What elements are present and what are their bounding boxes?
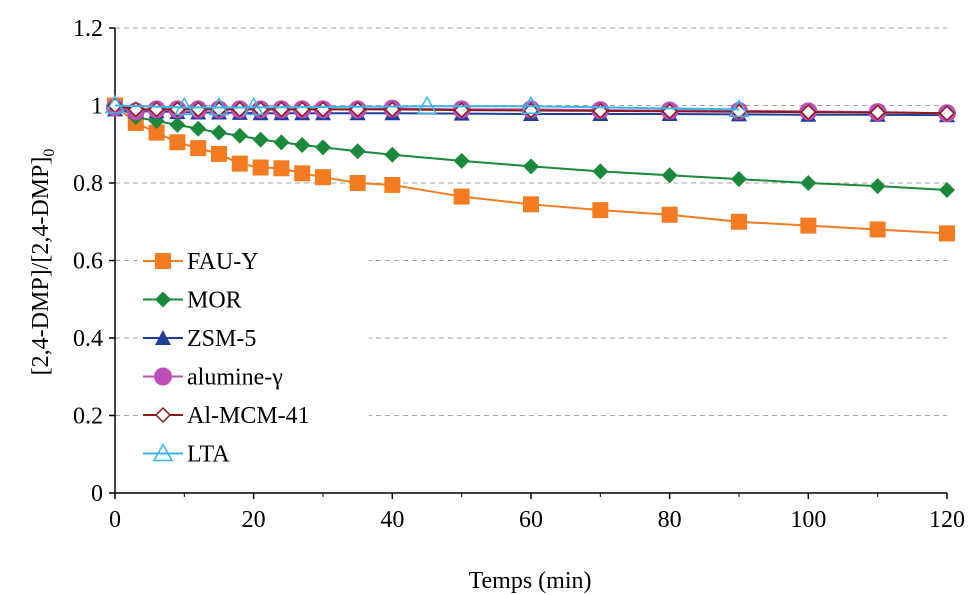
data-point	[661, 167, 678, 184]
legend: FAU-Y MOR ZSM-5 alumine-γ Al-MCM-41 LTA	[139, 244, 369, 471]
data-point	[523, 158, 539, 175]
series-0	[107, 97, 955, 242]
data-point	[384, 176, 401, 193]
data-point	[938, 105, 956, 122]
data-point	[523, 196, 539, 213]
y-tick-label: 0.6	[73, 249, 103, 275]
data-point	[453, 152, 470, 169]
x-tick-label: 120	[929, 507, 965, 533]
y-axis-label-subscript: 0	[41, 149, 58, 157]
data-point	[869, 221, 886, 238]
data-point	[731, 213, 747, 230]
data-point	[231, 155, 248, 172]
series-line	[114, 104, 740, 111]
y-tick-label: 0.8	[73, 171, 103, 197]
legend-label: FAU-Y	[187, 249, 259, 275]
legend-entry: FAU-Y	[139, 244, 369, 278]
legend-label: ZSM-5	[187, 326, 256, 352]
data-point	[211, 124, 227, 141]
data-point	[169, 116, 186, 133]
y-tick-label: 0.4	[73, 326, 103, 352]
data-point	[243, 96, 264, 116]
data-point	[273, 160, 290, 177]
series-layer	[104, 94, 956, 242]
data-point	[592, 202, 609, 219]
y-tick-label: 1	[91, 94, 103, 120]
legend-entry: Al-MCM-41	[139, 398, 369, 432]
y-axis-label-main: [2,4-DMP]/[2,4-DMP]	[28, 157, 54, 376]
x-tick-label: 40	[380, 507, 404, 533]
data-point	[939, 181, 955, 198]
data-point	[939, 225, 955, 242]
series-5	[104, 94, 750, 118]
legend-label: MOR	[187, 288, 242, 314]
data-point	[416, 95, 438, 115]
data-point	[520, 95, 542, 115]
data-point	[273, 134, 290, 151]
data-point	[384, 146, 401, 163]
x-tick-label: 0	[109, 507, 121, 533]
x-tick-label: 80	[658, 507, 682, 533]
legend-entry: ZSM-5	[139, 321, 369, 355]
legend-label: alumine-γ	[187, 365, 283, 391]
data-point	[294, 165, 311, 182]
data-point	[169, 134, 186, 151]
data-point	[592, 163, 609, 180]
legend-marker	[155, 253, 171, 269]
data-point	[800, 217, 817, 234]
data-point	[453, 188, 470, 205]
data-point	[315, 139, 331, 156]
data-point	[800, 104, 817, 121]
x-tick-label: 20	[242, 507, 266, 533]
data-point	[661, 206, 678, 223]
legend-label: LTA	[187, 442, 230, 468]
legend-marker	[152, 442, 174, 462]
y-tick-label: 1.2	[73, 16, 103, 42]
data-point	[190, 120, 207, 137]
legend-entry: alumine-γ	[139, 359, 369, 394]
data-point	[252, 159, 269, 176]
legend-entry: LTA	[139, 436, 369, 471]
data-point	[294, 137, 311, 154]
data-point	[800, 175, 817, 191]
data-point	[211, 145, 227, 162]
data-point	[104, 94, 126, 114]
data-point	[315, 169, 331, 186]
y-axis-label: [2,4-DMP]/[2,4-DMP]0	[28, 149, 58, 376]
legend-marker	[155, 291, 171, 308]
x-tick-label: 60	[519, 507, 543, 533]
data-point	[349, 143, 366, 160]
data-point	[190, 140, 207, 157]
legend-entry: MOR	[139, 282, 369, 317]
legend-marker	[154, 367, 172, 386]
legend-marker	[155, 330, 171, 345]
x-tick-label: 100	[790, 507, 826, 533]
data-point	[731, 171, 747, 188]
gridlines	[115, 27, 947, 416]
data-point	[231, 127, 248, 144]
y-tick-label: 0.2	[73, 404, 103, 430]
data-point	[174, 96, 195, 116]
legend-marker	[154, 406, 172, 424]
legend-label: Al-MCM-41	[187, 403, 310, 429]
ticks: 0 0.2 0.4 0.6 0.8 1 1.2 0 20 40 60 80 100 120	[73, 16, 965, 533]
x-axis-label: Temps (min)	[469, 568, 592, 594]
data-point	[349, 175, 366, 191]
y-tick-label: 0	[91, 481, 103, 507]
data-point	[252, 131, 269, 148]
data-point	[208, 96, 230, 116]
data-point	[728, 98, 750, 118]
data-point	[869, 104, 886, 121]
data-point	[148, 124, 165, 141]
data-point	[869, 178, 886, 195]
